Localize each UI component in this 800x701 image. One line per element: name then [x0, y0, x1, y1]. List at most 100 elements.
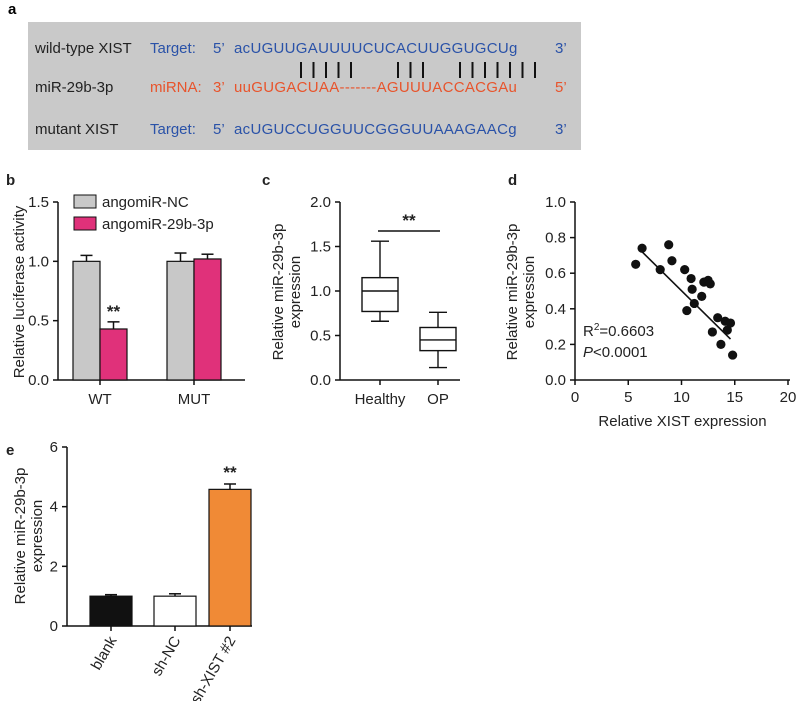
sequence-end-left: 5’ [213, 121, 225, 138]
sequence-end-right: 3’ [555, 121, 567, 138]
y-tick-label: 1.0 [545, 194, 566, 211]
y-axis-label-line: Relative miR-29b-3p [270, 224, 287, 361]
y-tick-label: 1.0 [28, 253, 49, 270]
y-tick-label: 0.0 [28, 372, 49, 389]
sequence-end-left: 3’ [213, 79, 225, 96]
scatter-point [725, 318, 736, 328]
significance-mark: ** [402, 211, 416, 230]
sequence-text: uuGUGACUAA-------AGUUUACCACGAu [234, 79, 517, 96]
panel-a: a wild-type XIST Target: 5’ acUGUUGAUUUUCUC… [8, 1, 581, 150]
x-tick-label: 0 [571, 389, 579, 406]
fit-line [641, 251, 732, 340]
box [419, 326, 457, 352]
y-tick-label: 0.5 [310, 328, 331, 345]
y-tick-label: 0.4 [545, 301, 566, 318]
sequence-end-left: 5’ [213, 40, 225, 57]
p-value-text: P<0.0001 [583, 344, 648, 361]
bar [153, 595, 197, 627]
scatter-point [705, 279, 715, 289]
y-axis-label-line: expression [521, 256, 538, 329]
bar [89, 595, 133, 627]
y-tick-label: 0 [50, 618, 58, 635]
scatter-point [728, 350, 738, 360]
r2-value: =0.6603 [599, 323, 654, 340]
scatter-point [697, 291, 707, 301]
p-value: <0.0001 [593, 344, 648, 361]
x-axis-label: Relative XIST expression [598, 413, 766, 430]
y-tick-label: 2.0 [310, 194, 331, 211]
x-tick-label: sh-NC [148, 633, 184, 678]
pairing-bars [300, 62, 536, 78]
scatter-point [664, 240, 674, 250]
scatter-point [631, 259, 641, 269]
y-tick-label: 0.0 [310, 372, 331, 389]
y-tick-label: 2 [50, 558, 58, 575]
sequence-text: acUGUUGAUUUUCUCACUUGGUGCUg [234, 40, 518, 57]
sequence-row-type: miRNA: [150, 79, 202, 96]
sequence-row-name: wild-type XIST [34, 40, 132, 57]
x-tick-label: sh-XIST #2 [187, 634, 239, 701]
r2-superscript: 2 [594, 322, 600, 333]
sequence-row-type: Target: [150, 121, 196, 138]
y-axis-label-line: Relative luciferase activity [11, 205, 28, 378]
panel-c-letter: c [262, 172, 270, 189]
y-axis-label-line: expression [29, 500, 46, 573]
y-axis-label: Relative luciferase activity [11, 205, 28, 378]
y-axis-label: Relative miR-29b-3pexpression [270, 224, 304, 361]
legend-swatch [73, 194, 97, 209]
sequence-row-type: Target: [150, 40, 196, 57]
panel-e-letter: e [6, 442, 14, 459]
bar [99, 328, 128, 381]
y-tick-label: 0.5 [28, 313, 49, 330]
scatter-point [687, 284, 697, 294]
scatter-point [667, 256, 677, 266]
panel-a-letter: a [8, 1, 17, 18]
scatter-point [637, 243, 647, 253]
y-axis-label: Relative miR-29b-3pexpression [12, 468, 46, 605]
y-tick-label: 0.2 [545, 336, 566, 353]
x-tick-label: 10 [673, 389, 690, 406]
significance-mark: ** [107, 302, 121, 321]
y-tick-label: 1.5 [310, 239, 331, 256]
significance-mark: ** [223, 463, 237, 482]
bar [193, 258, 222, 381]
scatter-point [682, 305, 692, 316]
scatter-point [713, 313, 723, 323]
scatter-point [707, 327, 717, 337]
panel-c: c 0.0 0.5 1.0 1.5 2.0 Relative miR-29b-3pexpre… [262, 172, 460, 408]
y-axis-label-line: Relative miR-29b-3p [12, 468, 29, 605]
y-tick-label: 0.0 [545, 372, 566, 389]
legend-label: angomiR-NC [102, 194, 189, 211]
x-tick-label: Healthy [355, 391, 406, 408]
scatter-point [722, 325, 732, 335]
scatter-point [716, 339, 726, 349]
bar [208, 488, 252, 627]
x-tick-label: 15 [726, 389, 743, 406]
y-tick-label: 0.8 [545, 230, 566, 247]
y-tick-label: 1.5 [28, 194, 49, 211]
p-italic: P [583, 344, 593, 361]
x-tick-label: 5 [624, 389, 632, 406]
y-axis-label-line: Relative miR-29b-3p [504, 224, 521, 361]
y-tick-label: 0.6 [545, 265, 566, 282]
legend-swatch [73, 216, 97, 231]
x-tick-label: 20 [780, 389, 797, 406]
sequence-row-name: mutant XIST [35, 121, 118, 138]
y-tick-label: 4 [50, 499, 58, 516]
sequence-row-name: miR-29b-3p [35, 79, 113, 96]
bar [166, 260, 195, 381]
sequence-text: acUGUCCUGGUUCGGGUUAAAGAACg [234, 121, 517, 138]
x-tick-label: WT [88, 391, 111, 408]
r-squared-text: R2=0.6603 [583, 322, 654, 340]
sequence-end-right: 5’ [555, 79, 567, 96]
y-axis-label-line: expression [287, 256, 304, 329]
bar [72, 260, 101, 381]
panel-d-letter: d [508, 172, 517, 189]
x-tick-label: MUT [178, 391, 211, 408]
r2-prefix: R [583, 323, 594, 340]
scatter-point [686, 273, 696, 284]
x-tick-label: blank [88, 633, 121, 673]
